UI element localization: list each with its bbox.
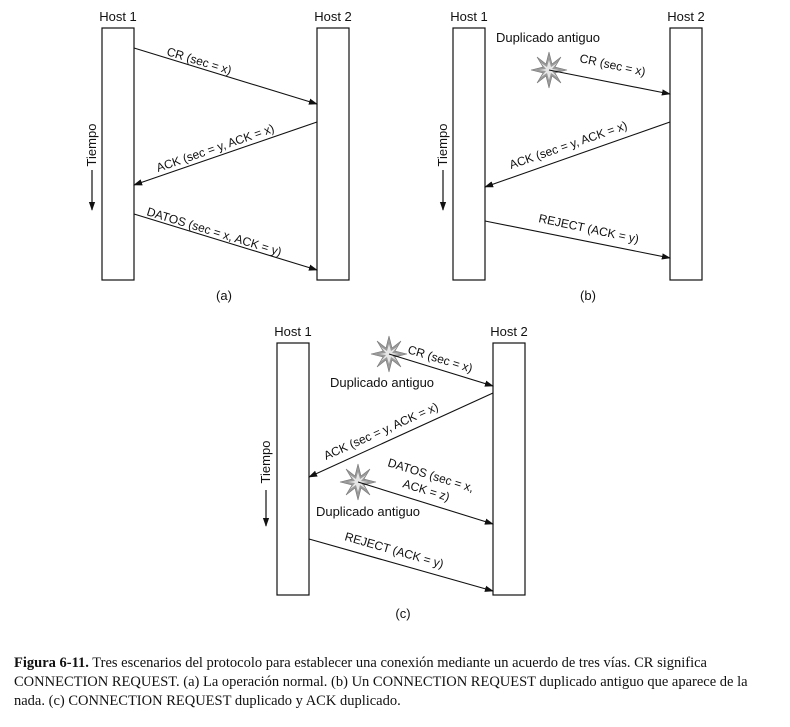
host2-timeline-c — [492, 342, 526, 596]
host2-label-a: Host 2 — [314, 9, 352, 24]
sublabel-c: (c) — [395, 606, 410, 621]
scenario-c: Host 1 Host 2 Tiempo CR (sec = x) Duplic… — [258, 324, 528, 621]
arrow-ack-b — [484, 121, 671, 188]
host1-timeline-a — [101, 27, 135, 281]
arrow-reject-c — [308, 538, 494, 592]
time-axis-b: Tiempo — [435, 124, 450, 211]
msg-ack-b: ACK (sec = y, ACK = x) — [507, 118, 629, 172]
arrow-datos-a — [133, 213, 318, 271]
host2-label-c: Host 2 — [490, 324, 528, 339]
arrow-cr-b — [548, 69, 671, 96]
host1-label-c: Host 1 — [274, 324, 312, 339]
arrow-ack-c — [308, 392, 494, 478]
arrow-ack-a — [133, 121, 318, 186]
msg-ack-a: ACK (sec = y, ACK = x) — [154, 121, 276, 175]
time-axis-a: Tiempo — [84, 124, 99, 211]
host1-timeline-b — [452, 27, 486, 281]
msg-ack-c: ACK (sec = y, ACK = x) — [322, 400, 441, 463]
time-label-a: Tiempo — [84, 124, 99, 167]
sublabel-a: (a) — [216, 288, 232, 303]
arrow-datos-c — [357, 481, 494, 525]
msg-cr-b: CR (sec = x) — [578, 51, 646, 79]
caption-text: Tres escenarios del protocolo para estab… — [14, 655, 748, 709]
host1-label-a: Host 1 — [99, 9, 137, 24]
old-duplicate-label-c2: Duplicado antiguo — [316, 504, 420, 519]
time-label-c: Tiempo — [258, 441, 273, 484]
arrow-cr-a — [133, 47, 318, 105]
caption-label: Figura 6-11. — [14, 655, 89, 671]
host2-label-b: Host 2 — [667, 9, 705, 24]
scenario-b: Host 1 Host 2 Tiempo Duplicado antiguo C… — [435, 9, 705, 303]
host1-timeline-c — [276, 342, 310, 596]
host2-timeline-a — [316, 27, 350, 281]
msg-reject-c: REJECT (ACK = y) — [343, 529, 445, 571]
time-label-b: Tiempo — [435, 124, 450, 167]
msg-datos-a: DATOS (sec = x, ACK = y) — [145, 204, 283, 258]
old-duplicate-label-b: Duplicado antiguo — [496, 30, 600, 45]
time-axis-c: Tiempo — [258, 441, 273, 527]
msg-cr-a: CR (sec = x) — [165, 44, 233, 77]
msg-reject-b: REJECT (ACK = y) — [537, 211, 640, 246]
host2-timeline-b — [669, 27, 703, 281]
sublabel-b: (b) — [580, 288, 596, 303]
figure-caption: Figura 6-11. Tres escenarios del protoco… — [14, 654, 776, 711]
arrow-reject-b — [484, 220, 671, 260]
msg-cr-c: CR (sec = x) — [406, 342, 474, 375]
host1-label-b: Host 1 — [450, 9, 488, 24]
three-way-handshake-diagram: Host 1 Host 2 Tiempo CR (sec = x) ACK (s… — [84, 9, 705, 621]
old-duplicate-label-c1: Duplicado antiguo — [330, 375, 434, 390]
arrow-cr-c — [388, 353, 494, 387]
scenario-a: Host 1 Host 2 Tiempo CR (sec = x) ACK (s… — [84, 9, 352, 303]
